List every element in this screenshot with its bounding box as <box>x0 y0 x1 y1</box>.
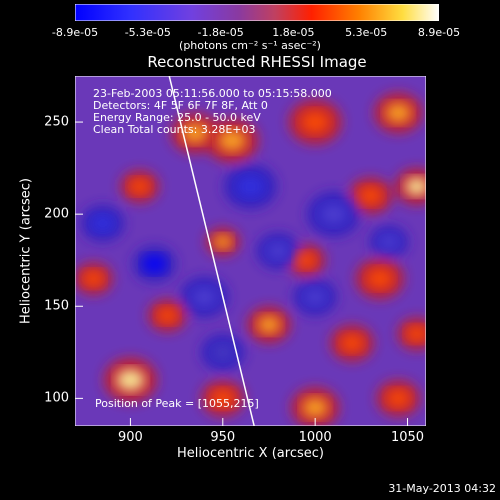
blob-core-15 <box>116 368 145 392</box>
peak-position-label: Position of Peak = [1055,215] <box>95 397 259 410</box>
blob-core-8 <box>295 252 317 269</box>
blob-core-10 <box>83 270 104 287</box>
blob-core-14 <box>406 325 426 343</box>
colorbar-units: (photons cm⁻² s⁻¹ asec⁻²) <box>179 39 321 52</box>
y-tick-label: 100 <box>44 390 69 406</box>
blob-core-20 <box>236 175 265 198</box>
annotation-detectors: Detectors: 4F 5F 6F 7F 8F, Att 0 <box>93 99 268 112</box>
heatmap-plot <box>75 76 426 426</box>
blob-core-17 <box>302 397 329 418</box>
solar-limb-line <box>168 76 255 426</box>
blob-core-9 <box>366 268 393 289</box>
blob-core-24 <box>191 286 218 308</box>
blob-core-16 <box>211 389 235 408</box>
y-axis-label: Heliocentric Y (arcsec) <box>18 178 34 324</box>
annotation-total-counts: Clean Total counts: 3.28E+03 <box>93 123 256 136</box>
chart-title: Reconstructed RHESSI Image <box>147 53 367 71</box>
x-tick-label: 950 <box>210 430 236 445</box>
x-tick-label: 900 <box>117 430 143 445</box>
blob-core-12 <box>257 315 281 334</box>
colorbar-tick-label: -5.3e-05 <box>124 26 171 39</box>
x-tick-label: 1050 <box>390 430 425 445</box>
annotation-time-range: 23-Feb-2003 05:11:56.000 to 05:15:58.000 <box>93 87 332 100</box>
blob-core-3 <box>385 102 412 124</box>
blob-core-18 <box>386 389 410 408</box>
blob-core-7 <box>213 234 232 249</box>
blob-core-26 <box>211 343 235 362</box>
x-tick-label: 1000 <box>298 430 332 445</box>
y-tick-label: 250 <box>44 114 69 130</box>
colorbar-tick-label: 5.3e-05 <box>345 26 388 39</box>
colorbar <box>75 4 439 21</box>
y-tick-label: 200 <box>44 206 69 222</box>
x-axis-label: Heliocentric X (arcsec) <box>177 446 324 461</box>
footer-date: 31-May-2013 04:32 <box>388 482 496 495</box>
blob-core-19 <box>142 254 167 274</box>
blob-core-6 <box>358 186 383 205</box>
y-tick-label: 150 <box>44 298 69 314</box>
colorbar-tick-label: -1.8e-05 <box>197 26 244 39</box>
colorbar-tick-label: -8.9e-05 <box>51 26 99 39</box>
blob-core-13 <box>340 333 364 353</box>
blob-core-11 <box>157 307 178 324</box>
colorbar-tick-label: 8.9e-05 <box>417 26 461 39</box>
blob-core-22 <box>266 241 290 261</box>
blob-core-4 <box>405 177 426 196</box>
annotation-energy-range: Energy Range: 25.0 - 50.0 keV <box>93 111 261 124</box>
blob-core-21 <box>319 202 348 226</box>
blob-core-23 <box>91 214 115 233</box>
blob-core-1 <box>217 129 247 152</box>
blob-core-2 <box>300 110 330 134</box>
colorbar-tick-label: 1.8e-05 <box>272 26 315 39</box>
blob-core-0 <box>182 122 209 144</box>
blob-core-5 <box>129 178 151 195</box>
blob-core-25 <box>303 287 327 307</box>
blob-core-27 <box>378 233 400 250</box>
